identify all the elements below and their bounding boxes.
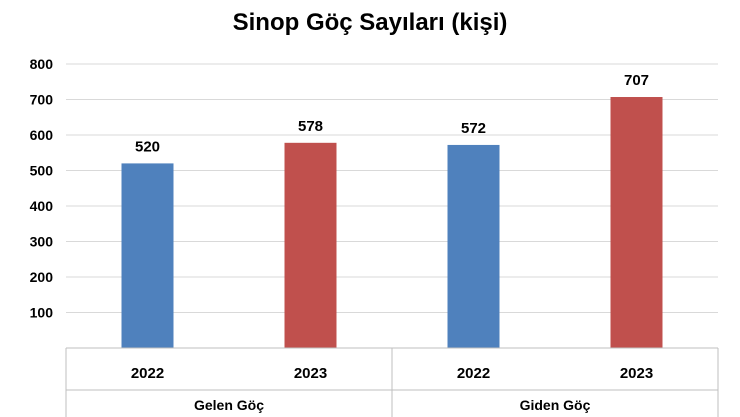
- data-label: 578: [298, 118, 323, 135]
- y-tick-label: 600: [30, 127, 54, 143]
- x-axis: Gelen Göç 2022 2023 Giden Göç 2022 2023: [65, 347, 719, 417]
- y-tick-label: 100: [30, 305, 54, 321]
- bar-gelen-göç-2023: [284, 142, 337, 348]
- bar-gelen-göç-2022: [121, 163, 174, 348]
- x-tick-label: 2022: [131, 365, 164, 382]
- y-tick-label: 400: [30, 198, 54, 214]
- y-tick-label: 500: [30, 163, 54, 179]
- y-tick-label: 800: [30, 56, 54, 72]
- x-tick-label: 2022: [457, 365, 490, 382]
- chart-title: Sinop Göç Sayıları (kişi): [233, 9, 508, 36]
- bars: 520 578 572 707: [121, 72, 663, 348]
- data-label: 520: [135, 138, 160, 155]
- y-tick-label: 300: [30, 234, 54, 250]
- y-tick-label: 700: [30, 92, 54, 108]
- bar-giden-göç-2022: [447, 144, 500, 348]
- data-label: 572: [461, 120, 486, 137]
- group-label: Giden Göç: [520, 397, 591, 413]
- y-axis: 100 200 300 400 500 600 700 800: [30, 56, 54, 321]
- group-label: Gelen Göç: [194, 397, 264, 413]
- bar-giden-göç-2023: [610, 97, 663, 348]
- gridlines: [66, 63, 718, 313]
- data-label: 707: [624, 72, 649, 89]
- y-tick-label: 200: [30, 269, 54, 285]
- x-tick-label: 2023: [294, 365, 327, 382]
- x-tick-label: 2023: [620, 365, 653, 382]
